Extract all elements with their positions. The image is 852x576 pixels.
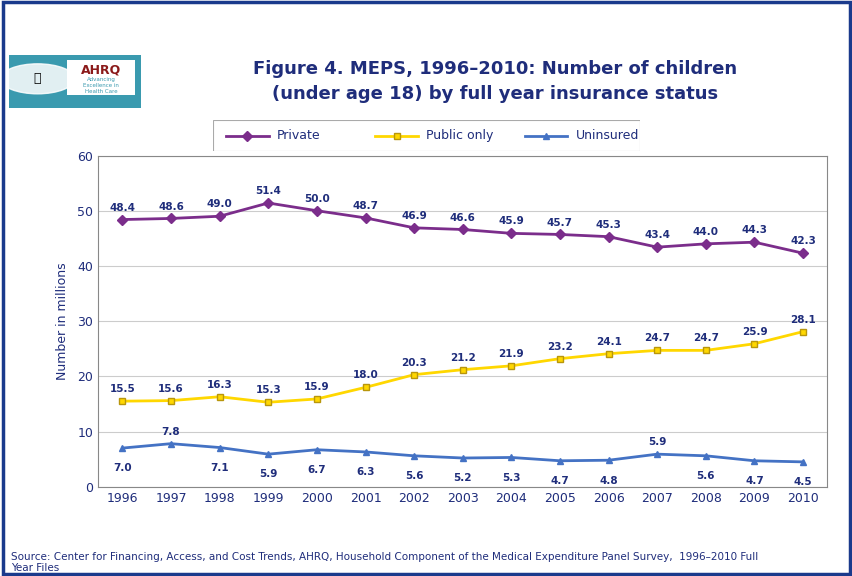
Text: 4.7: 4.7: [550, 476, 568, 486]
Text: 20.3: 20.3: [400, 358, 427, 367]
Text: 45.9: 45.9: [498, 217, 524, 226]
Text: 43.4: 43.4: [643, 230, 670, 240]
Text: 18.0: 18.0: [352, 370, 378, 380]
Y-axis label: Number in millions: Number in millions: [56, 262, 69, 380]
Text: 49.0: 49.0: [206, 199, 233, 209]
Text: Uninsured: Uninsured: [575, 129, 638, 142]
Text: 🦅: 🦅: [34, 73, 41, 85]
Text: Figure 4. MEPS, 1996–2010: Number of children
(under age 18) by full year insura: Figure 4. MEPS, 1996–2010: Number of chi…: [252, 60, 736, 103]
Text: 48.4: 48.4: [109, 203, 135, 213]
Text: 48.6: 48.6: [158, 202, 184, 211]
Text: Source: Center for Financing, Access, and Cost Trends, AHRQ, Household Component: Source: Center for Financing, Access, an…: [11, 552, 757, 573]
Text: 7.0: 7.0: [113, 463, 131, 473]
Text: 15.3: 15.3: [255, 385, 281, 395]
Text: 15.5: 15.5: [109, 384, 135, 394]
Text: 21.2: 21.2: [449, 353, 475, 363]
Text: 24.7: 24.7: [692, 334, 718, 343]
Text: Public only: Public only: [426, 129, 493, 142]
Text: 6.7: 6.7: [308, 465, 325, 475]
Text: 23.2: 23.2: [546, 342, 573, 352]
Text: 21.9: 21.9: [498, 349, 524, 359]
Text: 5.3: 5.3: [502, 473, 520, 483]
Text: 15.9: 15.9: [303, 382, 330, 392]
Text: 6.3: 6.3: [356, 467, 374, 478]
Text: 24.7: 24.7: [643, 334, 670, 343]
Text: 5.6: 5.6: [696, 471, 714, 481]
Text: 4.8: 4.8: [599, 476, 617, 486]
Text: 50.0: 50.0: [303, 194, 330, 204]
Text: AHRQ: AHRQ: [81, 63, 121, 76]
Text: 28.1: 28.1: [789, 314, 815, 325]
Text: Advancing
Excellence in
Health Care: Advancing Excellence in Health Care: [83, 78, 119, 94]
Text: 4.5: 4.5: [793, 477, 811, 487]
Text: 16.3: 16.3: [206, 380, 233, 390]
Text: 5.2: 5.2: [453, 473, 471, 483]
Text: Private: Private: [277, 129, 320, 142]
Text: 45.3: 45.3: [595, 219, 621, 230]
Text: 25.9: 25.9: [740, 327, 767, 337]
Text: 46.6: 46.6: [449, 213, 475, 222]
Bar: [66, 60, 135, 95]
Text: 42.3: 42.3: [789, 236, 815, 247]
Text: 48.7: 48.7: [352, 201, 378, 211]
Text: 51.4: 51.4: [255, 186, 281, 196]
Text: 7.8: 7.8: [162, 427, 180, 437]
Text: 5.9: 5.9: [259, 469, 277, 479]
Text: 44.3: 44.3: [740, 225, 767, 235]
Text: 15.6: 15.6: [158, 384, 184, 393]
Text: 24.1: 24.1: [595, 337, 621, 347]
Text: 5.6: 5.6: [405, 471, 423, 481]
Text: 44.0: 44.0: [692, 227, 718, 237]
Text: 7.1: 7.1: [210, 463, 228, 473]
Text: 5.9: 5.9: [648, 437, 665, 447]
Text: 45.7: 45.7: [546, 218, 573, 228]
Text: 46.9: 46.9: [400, 211, 427, 221]
Text: 4.7: 4.7: [745, 476, 763, 486]
Circle shape: [1, 64, 75, 94]
